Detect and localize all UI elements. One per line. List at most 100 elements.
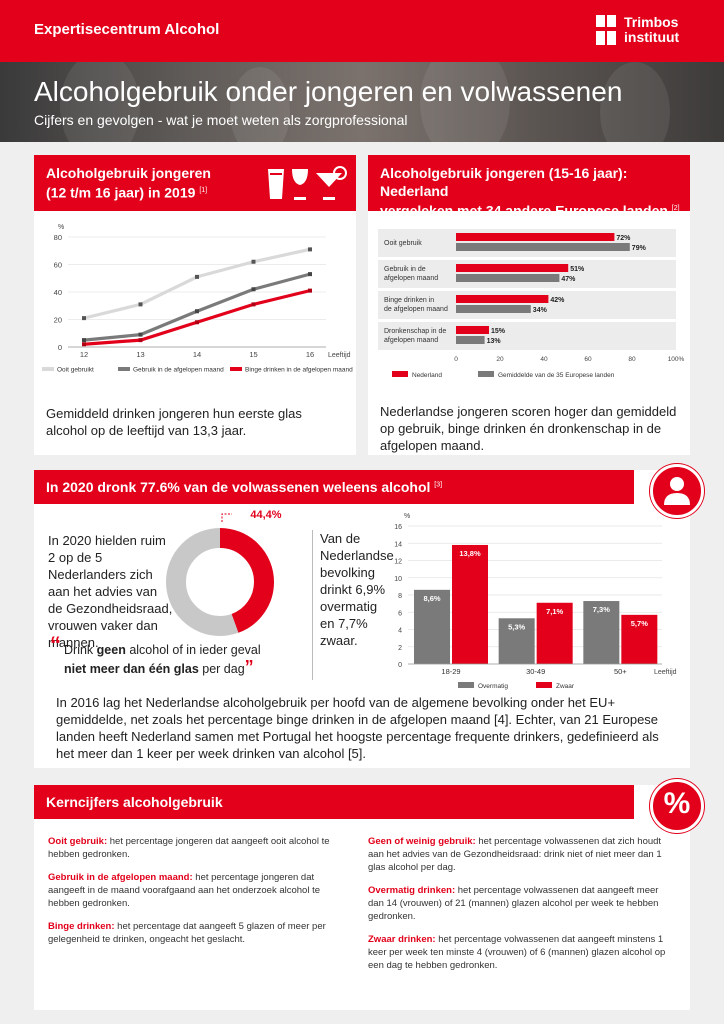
- key-figures-header: Kerncijfers alcoholgebruik: [34, 785, 634, 819]
- category-row: [378, 322, 676, 350]
- x-tick-label: 30-49: [526, 667, 545, 676]
- data-point: [82, 338, 86, 343]
- key-figure-description: het percentage jongeren dat aangeeft ooi…: [48, 836, 330, 860]
- quote-icon: “: [50, 632, 61, 657]
- top-bar: Expertisecentrum Alcohol Trimbos institu…: [0, 0, 724, 62]
- panel-youth-usage: Alcoholgebruik jongeren (12 t/m 16 jaar)…: [34, 155, 356, 455]
- category-label: Binge drinken in: [384, 297, 434, 304]
- panel-europe-text: Nederlandse jongeren scoren hoger dan ge…: [380, 404, 677, 453]
- data-label: 42%: [550, 297, 565, 304]
- key-figure-item: Overmatig drinken: het percentage volwas…: [368, 884, 668, 923]
- panel-europe-comparison: Alcoholgebruik jongeren (15-16 jaar): Ne…: [368, 155, 690, 455]
- data-label: 7,3%: [593, 605, 610, 614]
- category-label: afgelopen maand: [384, 275, 438, 282]
- data-label: 8,6%: [423, 594, 440, 603]
- data-point: [195, 320, 199, 325]
- key-figure-description: het percentage jongeren dat aangeeft in …: [48, 872, 321, 909]
- legend-label: Binge drinken in de afgelopen maand: [245, 367, 353, 374]
- bar-1: [536, 602, 573, 664]
- panel-europe-title-2: vergeleken met 34 andere Europese landen: [380, 202, 668, 219]
- hero-banner: Alcoholgebruik onder jongeren en volwass…: [0, 62, 724, 142]
- x-tick-label: 20: [496, 356, 504, 363]
- callout-line: [221, 513, 232, 522]
- bar-1: [452, 544, 488, 664]
- data-point: [138, 332, 143, 337]
- data-label: 13%: [487, 338, 502, 345]
- y-tick-label: 8: [398, 593, 402, 600]
- y-tick-label: 10: [394, 576, 402, 583]
- ref-3: [3]: [434, 481, 443, 489]
- legend-swatch: [536, 682, 552, 688]
- bar-0: [456, 295, 549, 303]
- legend-label: Overmatig: [478, 683, 508, 690]
- category-label: Ooit gebruik: [384, 240, 422, 247]
- adult-bar-chart: % 0 2 4 6 8 10 12 14 16 8,6% 13,8% 18-29 5,3% 7,1% 30-4…: [394, 513, 676, 690]
- trimbos-logo: Trimbos instituut: [596, 15, 706, 51]
- data-point: [308, 272, 312, 277]
- legend-swatch: [458, 682, 474, 688]
- y-tick-label: 40: [54, 288, 62, 297]
- divider: [312, 530, 313, 680]
- x-tick-label: 100%: [668, 356, 685, 363]
- bar-1: [456, 243, 630, 251]
- person-icon: [650, 464, 704, 518]
- ref-2: [2]: [671, 205, 680, 212]
- key-figure-item: Zwaar drinken: het percentage volwassene…: [368, 933, 668, 972]
- legend-swatch: [118, 367, 130, 371]
- x-tick-label: 15: [249, 350, 257, 359]
- bar-0: [456, 233, 615, 241]
- panel-europe-header: Alcoholgebruik jongeren (15-16 jaar): Ne…: [368, 155, 690, 219]
- drinks-icon: [268, 166, 347, 200]
- panel-key-figures: Kerncijfers alcoholgebruik % Ooit gebrui…: [34, 779, 704, 1010]
- panel-youth-usage-text: Gemiddeld drinken jongeren hun eerste gl…: [46, 406, 302, 438]
- bar-1: [621, 614, 658, 664]
- y-tick-label: 6: [398, 610, 402, 617]
- x-axis-label: Leeftijd: [328, 352, 351, 359]
- legend-label: Gebruik in de afgelopen maand: [133, 367, 224, 374]
- legend-label: Nederland: [412, 372, 442, 379]
- legend-swatch: [392, 371, 408, 377]
- y-tick-label: 0: [398, 662, 402, 669]
- key-figure-item: Binge drinken: het percentage dat aangee…: [48, 920, 338, 946]
- x-tick-label: 50+: [614, 667, 627, 676]
- legend-swatch: [42, 367, 54, 371]
- advice-text: In 2020 hielden ruim 2 op de 5 Nederland…: [48, 533, 173, 650]
- data-label: 51%: [570, 266, 585, 273]
- x-tick-label: 16: [306, 350, 314, 359]
- key-figures-right: Geen of weinig gebruik: het percentage v…: [368, 835, 668, 982]
- data-label: 7,1%: [546, 607, 563, 616]
- key-figure-description: het percentage volwassenen dat aangeeft …: [368, 885, 659, 922]
- bar-0: [414, 589, 450, 664]
- x-tick-label: 80: [628, 356, 636, 363]
- data-point: [195, 309, 199, 314]
- logo-mark-icon: [596, 15, 618, 45]
- category-label: Dronkenschap in de: [384, 328, 446, 335]
- key-figure-term: Binge drinken:: [48, 921, 115, 932]
- key-figure-description: het percentage volwassenen dat aangeeft …: [368, 934, 666, 971]
- data-point: [82, 316, 86, 321]
- key-figures-title: Kerncijfers alcoholgebruik: [46, 794, 223, 810]
- data-label: 34%: [533, 307, 548, 314]
- category-label: afgelopen maand: [384, 337, 438, 344]
- data-label: 47%: [561, 276, 576, 283]
- ref-1: [1]: [199, 187, 208, 194]
- donut-label: 44,4%: [250, 509, 281, 521]
- y-axis-label: %: [404, 513, 410, 520]
- population-text: Van de Nederlandse bevolking drinkt 6,9%…: [320, 531, 394, 648]
- category-label: de afgelopen maand: [384, 306, 448, 313]
- bar-1: [456, 305, 531, 313]
- data-label: 5,7%: [631, 619, 648, 628]
- panel-adults: In 2020 dronk 77.6% van de volwassenen w…: [34, 464, 704, 768]
- legend-swatch: [478, 371, 494, 377]
- data-point: [251, 287, 256, 292]
- donut-chart: 44,4%: [166, 509, 282, 636]
- key-figure-description: het percentage volwassenen dat zich houd…: [368, 836, 662, 873]
- panel-europe-title-1: Alcoholgebruik jongeren (15-16 jaar): Ne…: [380, 165, 628, 199]
- y-tick-label: 14: [394, 541, 402, 548]
- data-point: [308, 247, 312, 252]
- data-point: [308, 288, 312, 293]
- data-label: 13,8%: [459, 549, 481, 558]
- y-tick-label: 0: [58, 343, 62, 352]
- key-figure-description: het percentage dat aangeeft 5 glazen of …: [48, 921, 326, 945]
- key-figure-item: Geen of weinig gebruik: het percentage v…: [368, 835, 668, 874]
